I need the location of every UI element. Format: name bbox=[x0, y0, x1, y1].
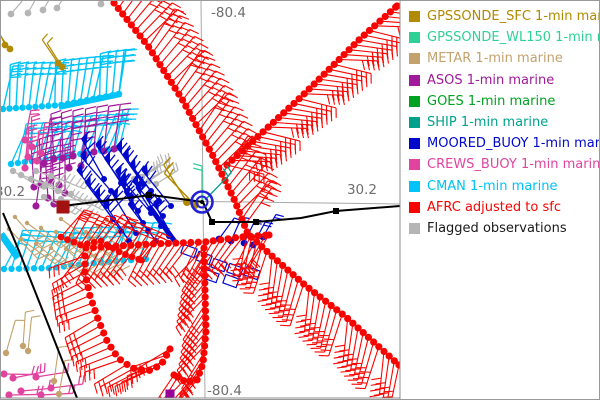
legend-item-asos: ASOS 1-min marine bbox=[401, 70, 599, 91]
legend-item-gpssonde-wl150: GPSSONDE_WL150 1-min marine bbox=[401, 27, 599, 48]
flagged-top-lollipops bbox=[7, 1, 105, 18]
lat-label-left: 30.2 bbox=[1, 184, 25, 200]
moored-buoy-cluster bbox=[76, 130, 179, 246]
legend-swatch-afrc bbox=[409, 201, 420, 213]
legend-label-cman: CMAN 1-min marine bbox=[427, 178, 558, 194]
gpssonde-topleft bbox=[1, 33, 66, 71]
legend-swatch-goes bbox=[409, 95, 420, 107]
observation-layer bbox=[1, 1, 401, 398]
legend-item-cman: CMAN 1-min marine bbox=[401, 176, 599, 197]
metar-singles-bottom bbox=[2, 309, 74, 398]
legend-item-crews-buoy: CREWS_BUOY 1-min marine bbox=[401, 154, 600, 175]
afrc-loop-column bbox=[157, 244, 210, 398]
metar-cluster bbox=[6, 214, 145, 278]
asos-square-marker bbox=[165, 389, 175, 398]
legend-label-moored-buoy: MOORED_BUOY 1-min marine bbox=[427, 136, 600, 152]
legend-swatch-gpssonde-sfc bbox=[409, 11, 420, 23]
afrc-west-trail bbox=[57, 209, 171, 264]
lon-label-top: -80.4 bbox=[211, 5, 246, 21]
legend-label-afrc: AFRC adjusted to sfc bbox=[427, 199, 561, 215]
afrc-band-nw-se bbox=[110, 1, 401, 398]
legend-item-metar: METAR 1-min marine bbox=[401, 48, 599, 69]
highlight-rings bbox=[190, 190, 214, 214]
legend-swatch-cman bbox=[409, 180, 420, 192]
legend-swatch-crews-buoy bbox=[409, 159, 420, 171]
gpssonde-wl150-barb bbox=[193, 163, 203, 200]
legend-swatch-gpssonde-wl150 bbox=[409, 32, 420, 44]
legend-item-moored-buoy: MOORED_BUOY 1-min marine bbox=[401, 133, 600, 154]
legend: GPSSONDE_SFC 1-min marine GPSSONDE_WL150 … bbox=[401, 6, 600, 239]
legend-label-crews-buoy: CREWS_BUOY 1-min marine bbox=[427, 157, 600, 173]
legend-label-goes: GOES 1-min marine bbox=[427, 93, 556, 109]
legend-item-flagged: Flagged observations bbox=[401, 218, 599, 239]
legend-label-gpssonde-sfc: GPSSONDE_SFC 1-min marine bbox=[427, 9, 599, 25]
legend-label-gpssonde-wl150: GPSSONDE_WL150 1-min marine bbox=[427, 30, 599, 46]
legend-swatch-asos bbox=[409, 74, 420, 86]
legend-item-goes: GOES 1-min marine bbox=[401, 91, 599, 112]
legend-item-ship: SHIP 1-min marine bbox=[401, 112, 599, 133]
legend-label-asos: ASOS 1-min marine bbox=[427, 72, 555, 88]
legend-item-gpssonde-sfc: GPSSONDE_SFC 1-min marine bbox=[401, 6, 599, 27]
start-marker bbox=[56, 200, 70, 214]
crews-cluster-bottom bbox=[1, 362, 85, 398]
crews-cluster-left bbox=[21, 109, 54, 172]
afrc-band-sw-ne bbox=[223, 2, 401, 185]
legend-swatch-flagged bbox=[409, 222, 420, 234]
legend-label-flagged: Flagged observations bbox=[427, 220, 567, 236]
lon-label-bottom: -80.4 bbox=[207, 383, 242, 399]
legend-item-afrc: AFRC adjusted to sfc bbox=[401, 197, 599, 218]
legend-label-metar: METAR 1-min marine bbox=[427, 51, 563, 67]
afrc-loop-arc bbox=[48, 252, 174, 397]
legend-swatch-ship bbox=[409, 117, 420, 129]
legend-swatch-moored-buoy bbox=[409, 138, 420, 150]
cman-row-upper bbox=[1, 48, 137, 113]
legend-swatch-metar bbox=[409, 53, 420, 65]
gpssonde-near-circle bbox=[163, 156, 199, 209]
legend-label-ship: SHIP 1-min marine bbox=[427, 115, 549, 131]
flight-track bbox=[2, 192, 401, 398]
lat-label-right: 30.2 bbox=[347, 182, 377, 198]
